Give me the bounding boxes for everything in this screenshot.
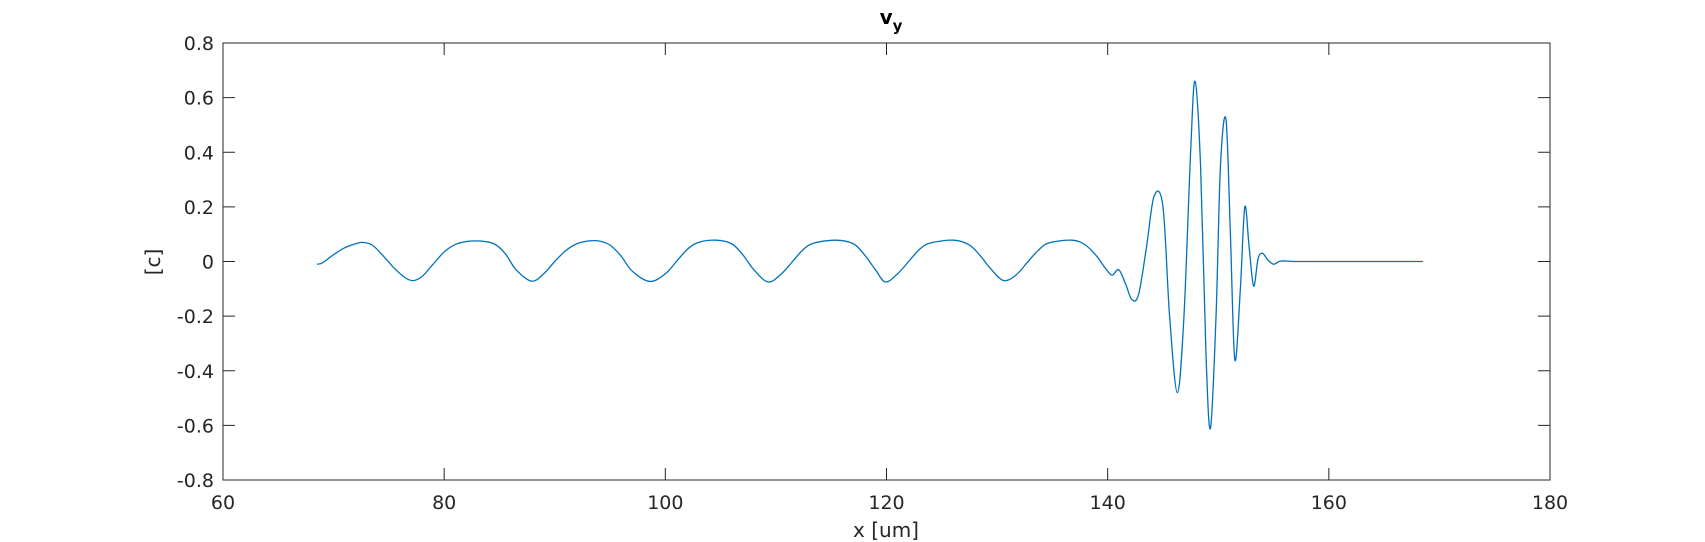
x-tick-labels: 60 80 100 120 140 160 180: [211, 492, 1568, 514]
x-tick-label: 140: [1090, 492, 1126, 514]
y-tick-label: 0.2: [184, 197, 214, 219]
x-tick-label: 100: [647, 492, 683, 514]
y-tick-label: 0.4: [184, 142, 214, 164]
y-tick-label: 0.6: [184, 88, 214, 110]
x-tick-label: 160: [1311, 492, 1347, 514]
chart-title-subscript: y: [893, 17, 903, 35]
x-tick-label: 180: [1532, 492, 1568, 514]
x-tick-label: 60: [211, 492, 235, 514]
chart-title: vy: [880, 5, 903, 35]
y-tick-label: 0.8: [184, 33, 214, 55]
y-tick-label: -0.8: [177, 470, 214, 492]
y-tick-label: -0.2: [177, 306, 214, 328]
y-tick-label: -0.6: [177, 415, 214, 437]
y-tick-label: 0: [202, 252, 214, 274]
y-tick-labels: -0.8 -0.6 -0.4 -0.2 0 0.2 0.4 0.6 0.8: [177, 33, 214, 492]
x-tick-label: 80: [432, 492, 456, 514]
x-tick-label: 120: [868, 492, 904, 514]
plot-area: [222, 42, 1551, 481]
x-axis-label: x [um]: [853, 518, 919, 542]
tick-marks: [222, 42, 1551, 481]
series-line: [316, 80, 1423, 430]
y-tick-label: -0.4: [177, 361, 214, 383]
y-axis-label: [c]: [141, 249, 165, 276]
